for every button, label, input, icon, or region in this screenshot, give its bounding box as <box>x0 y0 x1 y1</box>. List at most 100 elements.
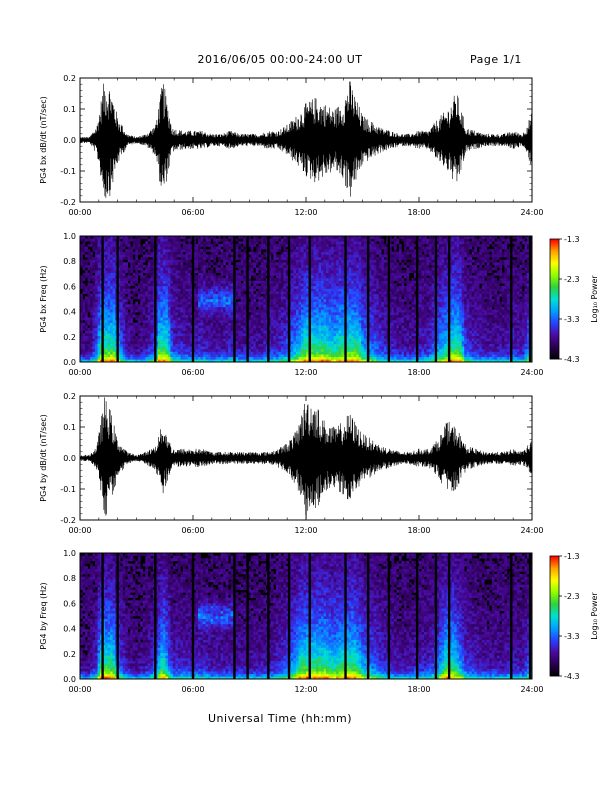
heatmap-cell <box>125 241 129 245</box>
heatmap-cell <box>258 335 262 339</box>
heatmap-cell <box>268 320 272 323</box>
heatmap-cell <box>182 241 186 245</box>
heatmap-cell <box>172 335 176 339</box>
heatmap-cell <box>193 241 196 245</box>
heatmap-cell <box>318 296 322 300</box>
heatmap-cell <box>278 351 282 355</box>
heatmap-cell <box>223 238 226 242</box>
heatmap-cell <box>147 293 151 297</box>
heatmap-cell <box>172 285 176 289</box>
heatmap-cell <box>228 241 231 245</box>
heatmap-cell <box>97 317 101 321</box>
heatmap-cell <box>220 243 224 247</box>
heatmap-cell <box>203 338 206 342</box>
heatmap-cell <box>228 264 231 268</box>
heatmap-cell <box>248 285 252 289</box>
heatmap-cell <box>203 314 206 318</box>
heatmap-cell <box>130 354 134 358</box>
heatmap-cell <box>182 285 186 289</box>
heatmap-cell <box>298 306 302 310</box>
heatmap-cell <box>150 348 154 352</box>
heatmap-cell <box>228 296 231 300</box>
heatmap-cell <box>82 341 86 344</box>
heatmap-cell <box>263 262 267 266</box>
heatmap-cell <box>145 359 149 363</box>
heatmap-cell <box>338 251 342 255</box>
heatmap-cell <box>160 304 164 308</box>
heatmap-cell <box>250 325 254 329</box>
heatmap-cell <box>112 312 116 316</box>
heatmap-cell <box>263 343 267 347</box>
heatmap-cell <box>303 348 307 352</box>
heatmap-cell <box>235 285 239 289</box>
heatmap-cell <box>213 348 216 352</box>
heatmap-cell <box>316 241 319 245</box>
heatmap-cell <box>258 293 262 297</box>
heatmap-cell <box>313 236 317 239</box>
heatmap-cell <box>172 317 176 321</box>
heatmap-cell <box>298 262 302 266</box>
heatmap-cell <box>145 288 149 292</box>
heatmap-cell <box>180 241 184 245</box>
heatmap-cell <box>105 254 108 258</box>
heatmap-cell <box>275 272 279 276</box>
heatmap-cell <box>97 335 101 339</box>
heatmap-cell <box>150 296 154 300</box>
heatmap-cell <box>238 327 242 331</box>
heatmap-cell <box>215 264 219 268</box>
heatmap-cell <box>248 327 252 331</box>
heatmap-cell <box>125 299 129 302</box>
heatmap-cell <box>122 348 126 352</box>
heatmap-cell <box>243 249 247 253</box>
heatmap-cell <box>160 262 164 266</box>
heatmap-cell <box>185 322 189 326</box>
heatmap-cell <box>295 241 299 245</box>
heatmap-cell <box>328 293 332 297</box>
heatmap-cell <box>270 338 274 342</box>
heatmap-cell <box>165 348 169 352</box>
heatmap-cell <box>278 249 282 253</box>
heatmap-cell <box>185 299 189 302</box>
heatmap-cell <box>157 356 161 360</box>
heatmap-cell <box>323 236 327 239</box>
heatmap-cell <box>105 241 108 245</box>
heatmap-cell <box>157 306 161 310</box>
heatmap-cell <box>238 333 242 337</box>
heatmap-cell <box>90 257 93 260</box>
heatmap-cell <box>295 304 299 308</box>
heatmap-cell <box>285 272 289 276</box>
heatmap-cell <box>273 272 277 276</box>
heatmap-cell <box>321 346 324 350</box>
heatmap-cell <box>230 314 234 318</box>
heatmap-cell <box>270 330 274 334</box>
heatmap-cell <box>87 291 91 295</box>
heatmap-cell <box>177 238 181 242</box>
heatmap-cell <box>313 243 317 247</box>
heatmap-cell <box>112 343 116 347</box>
heatmap-cell <box>162 296 166 300</box>
heatmap-cell <box>250 338 254 342</box>
heatmap-cell <box>303 296 307 300</box>
heatmap-cell <box>157 346 161 350</box>
heatmap-cell <box>165 251 169 255</box>
heatmap-cell <box>220 264 224 268</box>
heatmap-cell <box>165 257 169 260</box>
heatmap-cell <box>336 322 339 326</box>
heatmap-cell <box>298 278 302 281</box>
heatmap-cell <box>323 238 327 242</box>
heatmap-cell <box>326 251 329 255</box>
heatmap-cell <box>87 243 91 247</box>
heatmap-cell <box>336 343 339 347</box>
heatmap-cell <box>328 304 332 308</box>
heatmap-cell <box>82 306 86 310</box>
heatmap-cell <box>175 270 179 274</box>
heatmap-cell <box>228 348 231 352</box>
heatmap-cell <box>316 243 319 247</box>
heatmap-cell <box>326 262 329 266</box>
heatmap-cell <box>130 264 134 268</box>
heatmap-cell <box>208 312 211 316</box>
heatmap-cell <box>225 325 229 329</box>
heatmap-cell <box>90 262 93 266</box>
heatmap-cell <box>321 320 324 323</box>
heatmap-cell <box>238 270 242 274</box>
